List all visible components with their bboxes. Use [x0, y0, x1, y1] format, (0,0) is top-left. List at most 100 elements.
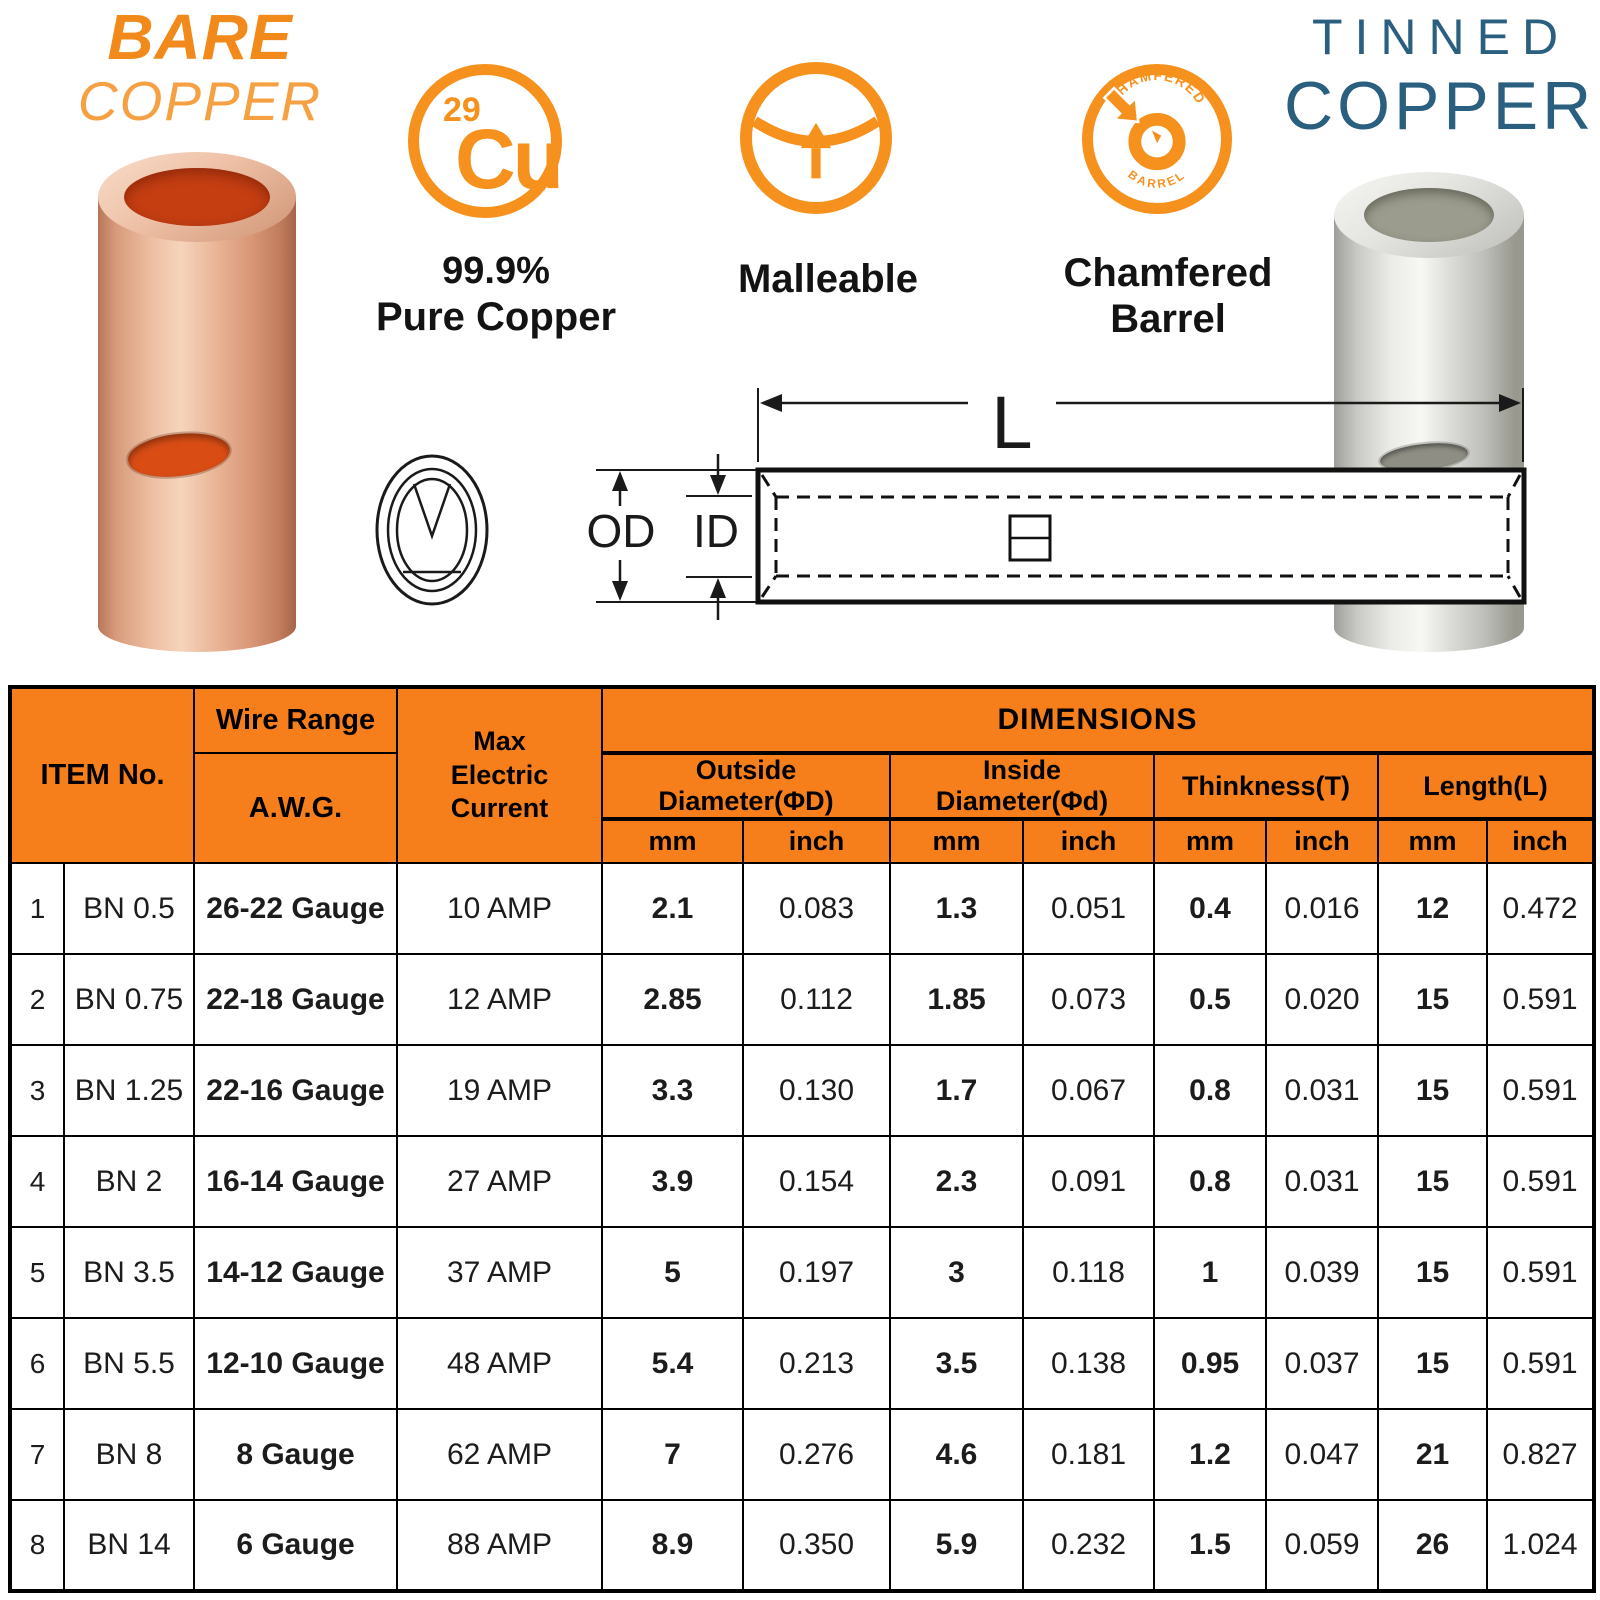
od-label: OD [587, 505, 656, 557]
cell-od_in: 0.130 [742, 1044, 892, 1137]
cell-l_in: 0.591 [1486, 1226, 1596, 1319]
chamfered-barrel-icon: CHAMFERED BARREL [1082, 64, 1232, 214]
end-view-drawing [375, 454, 489, 606]
header-od-inch: inch [742, 818, 892, 864]
header-t-mm: mm [1153, 818, 1268, 864]
cell-t_mm: 0.4 [1153, 862, 1268, 955]
cell-t_in: 0.047 [1265, 1408, 1380, 1501]
spec-table: ITEM No. Wire Range Max Electric Current… [8, 685, 1597, 1593]
cell-od_in: 0.197 [742, 1226, 892, 1319]
cell-od_mm: 7 [601, 1408, 745, 1501]
bare-copper-tube-image [98, 152, 296, 652]
cell-id_in: 0.181 [1022, 1408, 1156, 1501]
cell-amp: 10 AMP [396, 862, 604, 955]
header-id-inch: inch [1022, 818, 1156, 864]
table-row: 5 BN 3.5 14-12 Gauge 37 AMP 5 0.197 3 0.118 1 0.0… [9, 1226, 1596, 1319]
cell-t_in: 0.031 [1265, 1044, 1380, 1137]
cell-item: BN 1.25 [62, 1044, 196, 1137]
cell-od_in: 0.154 [742, 1135, 892, 1228]
header-thickness: Thinkness(T) [1153, 752, 1380, 821]
tinned-title-line2: COPPER [1284, 68, 1596, 144]
cell-item: BN 0.5 [62, 862, 196, 955]
cell-od_mm: 3.3 [601, 1044, 745, 1137]
cell-l_mm: 15 [1377, 953, 1489, 1046]
cell-num: 1 [9, 862, 65, 955]
cell-id_mm: 3.5 [889, 1317, 1025, 1410]
cell-wire: 8 Gauge [193, 1408, 399, 1501]
table-row: 3 BN 1.25 22-16 Gauge 19 AMP 3.3 0.130 1.7 0.06… [9, 1044, 1596, 1137]
inspection-window [1008, 514, 1052, 562]
tinned-tube-body [1334, 214, 1524, 652]
cell-item: BN 2 [62, 1135, 196, 1228]
length-label: L [991, 381, 1032, 464]
cell-t_mm: 1 [1153, 1226, 1268, 1319]
cell-id_mm: 1.3 [889, 862, 1025, 955]
malleable-icon [740, 62, 892, 214]
cell-id_mm: 3 [889, 1226, 1025, 1319]
cell-od_in: 0.276 [742, 1408, 892, 1501]
cell-wire: 22-16 Gauge [193, 1044, 399, 1137]
cell-num: 4 [9, 1135, 65, 1228]
cell-l_in: 0.591 [1486, 1044, 1596, 1137]
cell-l_mm: 15 [1377, 1226, 1489, 1319]
cell-l_in: 0.591 [1486, 1317, 1596, 1410]
cell-wire: 6 Gauge [193, 1499, 399, 1592]
cell-t_in: 0.039 [1265, 1226, 1380, 1319]
cell-id_mm: 1.85 [889, 953, 1025, 1046]
cell-num: 6 [9, 1317, 65, 1410]
chamfered-caption-line2: Barrel [1110, 297, 1226, 341]
cell-l_mm: 15 [1377, 1135, 1489, 1228]
cell-amp: 48 AMP [396, 1317, 604, 1410]
svg-text:BARREL: BARREL [1125, 167, 1188, 191]
cell-num: 3 [9, 1044, 65, 1137]
cell-od_mm: 5 [601, 1226, 745, 1319]
cell-t_in: 0.037 [1265, 1317, 1380, 1410]
cell-t_in: 0.020 [1265, 953, 1380, 1046]
cell-id_in: 0.118 [1022, 1226, 1156, 1319]
cell-num: 8 [9, 1499, 65, 1592]
cell-num: 5 [9, 1226, 65, 1319]
cell-id_mm: 5.9 [889, 1499, 1025, 1592]
header-item-no: ITEM No. [8, 686, 196, 864]
header-outside-diameter: Outside Diameter(ΦD) [601, 752, 892, 821]
pure-copper-caption: 99.9% Pure Copper [371, 250, 621, 340]
cell-od_in: 0.213 [742, 1317, 892, 1410]
tinned-copper-title: TINNED COPPER [1280, 9, 1596, 144]
cell-wire: 26-22 Gauge [193, 862, 399, 955]
cell-t_mm: 0.8 [1153, 1135, 1268, 1228]
header-l-inch: inch [1486, 818, 1596, 864]
cell-id_in: 0.091 [1022, 1135, 1156, 1228]
cell-l_mm: 15 [1377, 1044, 1489, 1137]
pure-copper-caption-line1: 99.9% [442, 250, 550, 292]
cell-id_mm: 4.6 [889, 1408, 1025, 1501]
copper-tube-body [98, 196, 296, 652]
chamfered-ring-text-bottom: BARREL [1125, 167, 1185, 191]
chamfered-caption-line1: Chamfered [1063, 251, 1273, 295]
malleable-caption: Malleable [737, 257, 919, 301]
cell-id_mm: 1.7 [889, 1044, 1025, 1137]
cell-od_mm: 5.4 [601, 1317, 745, 1410]
table-row: 8 BN 14 6 Gauge 88 AMP 8.9 0.350 5.9 0.232 1.5 0.… [9, 1499, 1596, 1592]
table-row: 6 BN 5.5 12-10 Gauge 48 AMP 5.4 0.213 3.5 0.138… [9, 1317, 1596, 1410]
tinned-title-line1: TINNED [1311, 9, 1571, 65]
cell-t_in: 0.059 [1265, 1499, 1380, 1592]
cell-wire: 22-18 Gauge [193, 953, 399, 1046]
bare-copper-title: BARE COPPER [75, 3, 325, 133]
header-max-current: Max Electric Current [396, 686, 604, 864]
header-id-mm: mm [889, 818, 1025, 864]
cell-t_in: 0.031 [1265, 1135, 1380, 1228]
cell-id_in: 0.067 [1022, 1044, 1156, 1137]
cell-t_mm: 0.5 [1153, 953, 1268, 1046]
cell-l_in: 0.591 [1486, 1135, 1596, 1228]
bare-title-line2: COPPER [77, 70, 323, 133]
header-max-line2: Electric Current [450, 759, 549, 824]
cell-t_in: 0.016 [1265, 862, 1380, 955]
header-od-mm: mm [601, 818, 745, 864]
cell-l_in: 0.591 [1486, 953, 1596, 1046]
cell-l_in: 1.024 [1486, 1499, 1596, 1592]
cell-t_mm: 1.2 [1153, 1408, 1268, 1501]
cell-num: 2 [9, 953, 65, 1046]
header-dimensions: DIMENSIONS [601, 686, 1596, 755]
cell-item: BN 5.5 [62, 1317, 196, 1410]
